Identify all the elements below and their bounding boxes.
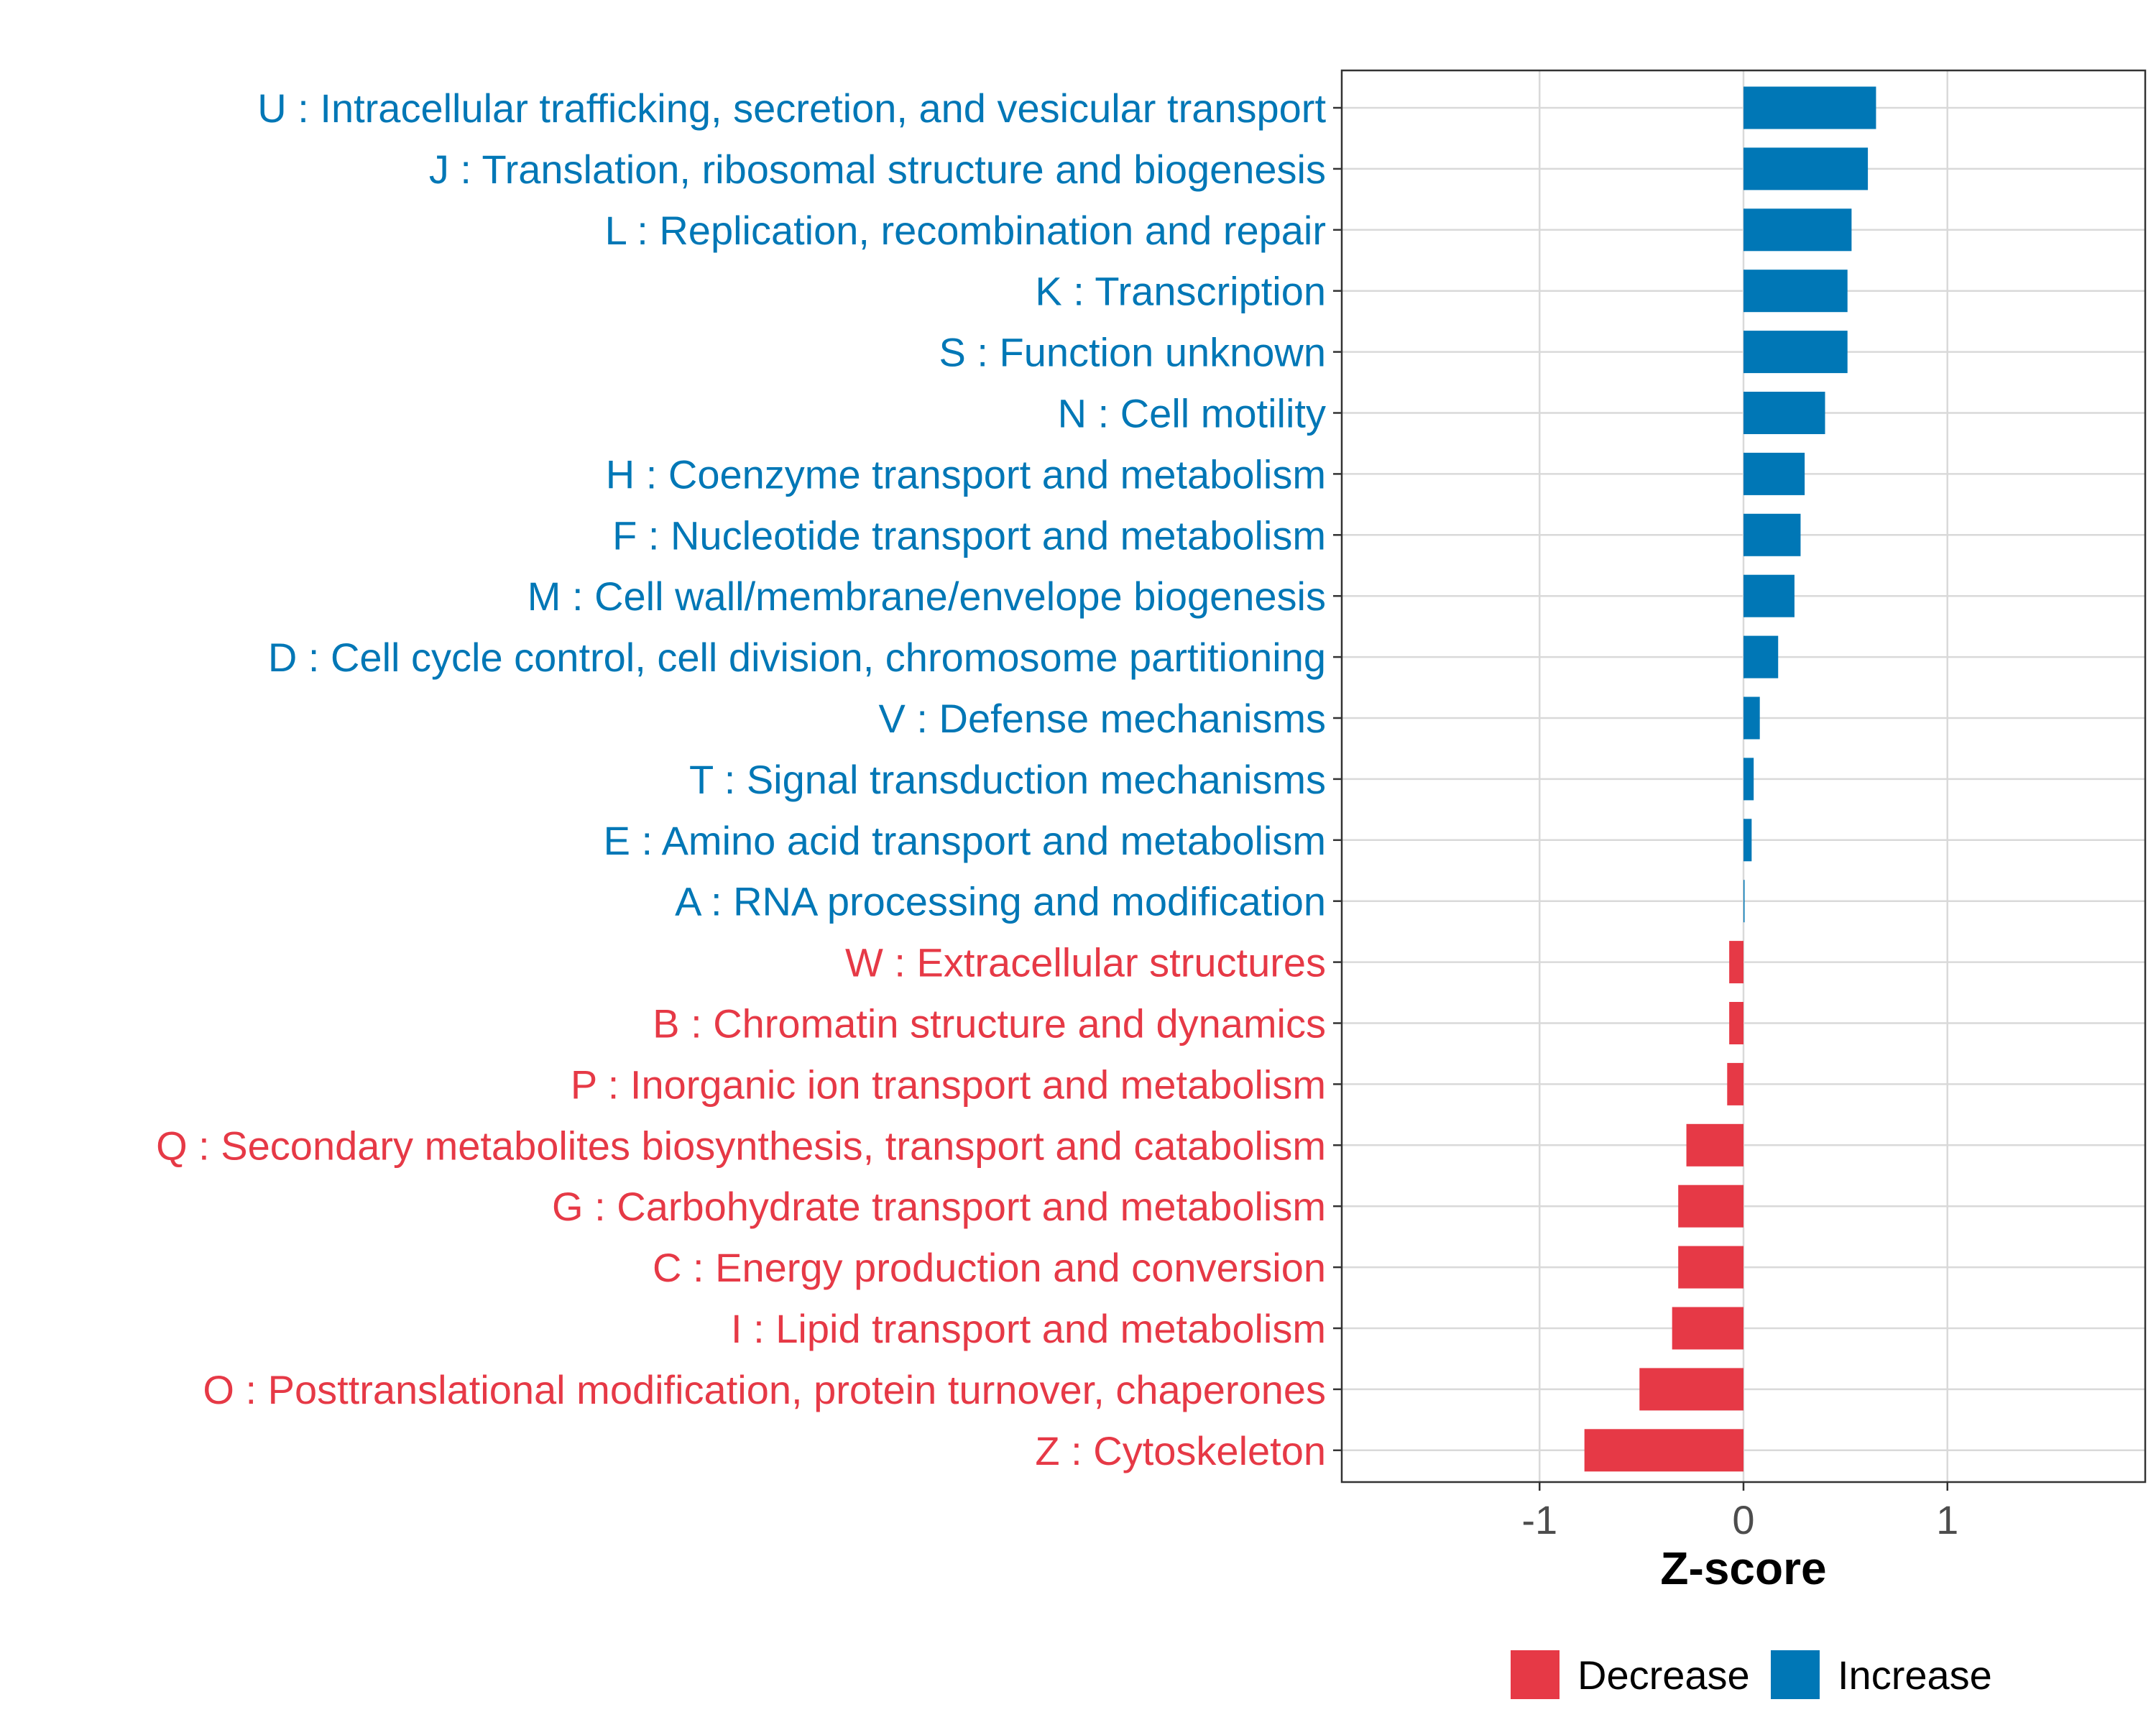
legend-label-decrease: Decrease <box>1577 1652 1750 1698</box>
legend-key-decrease <box>1511 1650 1560 1699</box>
category-label: G : Carbohydrate transport and metabolis… <box>552 1184 1326 1229</box>
bar <box>1686 1123 1743 1167</box>
category-label: V : Defense mechanisms <box>879 696 1326 741</box>
category-label: N : Cell motility <box>1058 391 1326 436</box>
bar <box>1729 1002 1743 1044</box>
bar <box>1678 1246 1743 1289</box>
bar <box>1584 1429 1743 1472</box>
bar <box>1729 941 1743 984</box>
bar <box>1743 880 1745 923</box>
category-label: Z : Cytoskeleton <box>1035 1428 1326 1473</box>
bar <box>1672 1307 1743 1350</box>
category-label: H : Coenzyme transport and metabolism <box>606 451 1326 497</box>
legend-label-increase: Increase <box>1838 1652 1992 1698</box>
bar <box>1743 86 1876 129</box>
x-tick-label: -1 <box>1521 1497 1557 1542</box>
bar <box>1743 758 1754 801</box>
bar <box>1743 819 1752 862</box>
category-label: P : Inorganic ion transport and metaboli… <box>571 1062 1326 1107</box>
category-label: I : Lipid transport and metabolism <box>731 1306 1326 1351</box>
category-label: A : RNA processing and modification <box>675 879 1326 924</box>
bar <box>1743 392 1825 434</box>
bar <box>1743 270 1848 313</box>
bar <box>1639 1368 1743 1411</box>
legend: Decrease Increase <box>1511 1650 1992 1699</box>
bar <box>1743 635 1779 678</box>
category-label: E : Amino acid transport and metabolism <box>604 818 1326 863</box>
category-label: F : Nucleotide transport and metabolism <box>612 512 1326 558</box>
category-label: Q : Secondary metabolites biosynthesis, … <box>156 1123 1326 1168</box>
bar <box>1743 513 1801 556</box>
category-label: C : Energy production and conversion <box>653 1245 1326 1290</box>
category-label: L : Replication, recombination and repai… <box>605 208 1326 253</box>
category-label: S : Function unknown <box>939 330 1326 375</box>
category-label: D : Cell cycle control, cell division, c… <box>268 635 1326 680</box>
category-label: K : Transcription <box>1035 269 1326 314</box>
x-tick-label: 0 <box>1732 1497 1754 1542</box>
bar <box>1743 452 1805 495</box>
category-label: J : Translation, ribosomal structure and… <box>429 147 1326 192</box>
bar <box>1743 147 1869 190</box>
legend-key-increase <box>1771 1650 1820 1699</box>
x-tick-label: 1 <box>1936 1497 1958 1542</box>
category-label: B : Chromatin structure and dynamics <box>653 1001 1326 1046</box>
category-label: M : Cell wall/membrane/envelope biogenes… <box>528 574 1326 619</box>
bar <box>1743 208 1852 252</box>
bar <box>1743 331 1848 374</box>
bar <box>1727 1062 1743 1105</box>
category-label: W : Extracellular structures <box>845 940 1326 985</box>
category-label: U : Intracellular trafficking, secretion… <box>257 86 1326 131</box>
bar <box>1743 574 1795 617</box>
category-labels: U : Intracellular trafficking, secretion… <box>156 86 1326 1473</box>
y-axis-ticks <box>1333 106 1342 1452</box>
category-label: T : Signal transduction mechanisms <box>689 757 1326 802</box>
x-axis-title: Z-score <box>1660 1542 1826 1594</box>
bar <box>1743 696 1760 740</box>
bars <box>1584 86 1876 1472</box>
category-label: O : Posttranslational modification, prot… <box>203 1367 1326 1412</box>
x-axis-ticks: -1 0 1 <box>1521 1482 1958 1542</box>
bar <box>1678 1184 1743 1228</box>
